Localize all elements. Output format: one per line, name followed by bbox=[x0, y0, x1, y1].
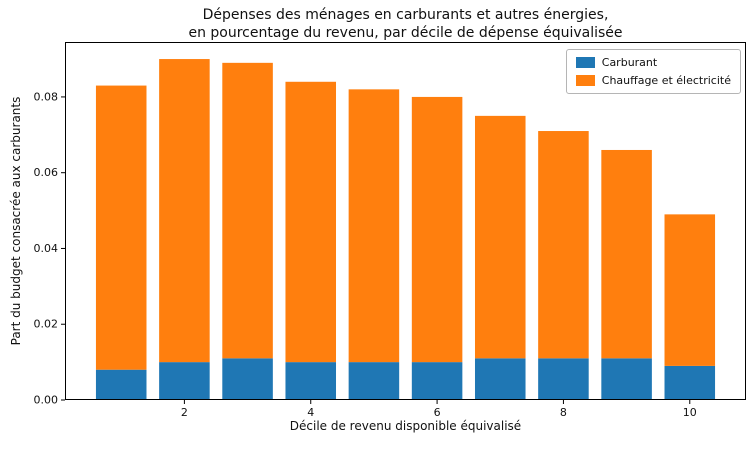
legend-item-chauffage: Chauffage et électricité bbox=[575, 74, 731, 87]
axes-frame bbox=[65, 42, 746, 400]
bar-segment-series1-x8 bbox=[538, 131, 589, 359]
y-tick-label: 0.04 bbox=[34, 242, 59, 255]
x-tick-label: 2 bbox=[181, 406, 188, 419]
x-tick-label: 8 bbox=[560, 406, 567, 419]
y-tick-label: 0.08 bbox=[34, 90, 59, 103]
y-tick-label: 0.00 bbox=[34, 394, 59, 407]
x-tick-label: 6 bbox=[434, 406, 441, 419]
chart-title-line1: Dépenses des ménages en carburants et au… bbox=[202, 7, 609, 23]
bar-segment-series0-x4 bbox=[285, 362, 337, 400]
bar-segment-series0-x8 bbox=[538, 358, 589, 400]
bar-segment-series0-x2 bbox=[159, 362, 210, 400]
chart-title-line2: en pourcentage du revenu, par décile de … bbox=[188, 24, 623, 41]
legend-label-chauffage: Chauffage et électricité bbox=[601, 74, 731, 87]
bar-segment-series0-x6 bbox=[411, 362, 463, 400]
bar-segment-series0-x3 bbox=[222, 358, 273, 400]
bar-segment-series0-x1 bbox=[95, 369, 147, 400]
x-tick-label: 10 bbox=[683, 406, 697, 419]
legend-label-carburant: Carburant bbox=[601, 56, 658, 69]
bar-segment-series0-x10 bbox=[664, 365, 716, 400]
y-tick-label: 0.02 bbox=[34, 318, 59, 331]
bar-segment-series1-x7 bbox=[474, 115, 526, 359]
legend-swatch-carburant bbox=[575, 57, 595, 68]
legend-swatch-chauffage bbox=[575, 75, 595, 86]
x-axis-label: Décile de revenu disponible équivalisé bbox=[289, 419, 522, 433]
legend: Carburant Chauffage et électricité bbox=[565, 49, 741, 94]
bar-segment-series1-x3 bbox=[222, 62, 273, 359]
bar-segment-series0-x9 bbox=[601, 358, 652, 400]
y-tick-label: 0.06 bbox=[34, 166, 59, 179]
legend-item-carburant: Carburant bbox=[575, 56, 731, 69]
bar-segment-series1-x2 bbox=[159, 59, 210, 363]
bar-segment-series1-x9 bbox=[601, 149, 652, 359]
bar-segment-series0-x5 bbox=[348, 362, 400, 400]
x-tick-label: 4 bbox=[307, 406, 314, 419]
bar-segment-series1-x5 bbox=[348, 89, 400, 363]
bar-segment-series0-x7 bbox=[474, 358, 526, 400]
bar-segment-series1-x1 bbox=[95, 85, 147, 370]
chart-title: Dépenses des ménages en carburants et au… bbox=[65, 7, 746, 43]
bar-segment-series1-x10 bbox=[664, 214, 716, 366]
bar-segment-series1-x6 bbox=[411, 96, 463, 363]
bar-segment-series1-x4 bbox=[285, 81, 337, 363]
